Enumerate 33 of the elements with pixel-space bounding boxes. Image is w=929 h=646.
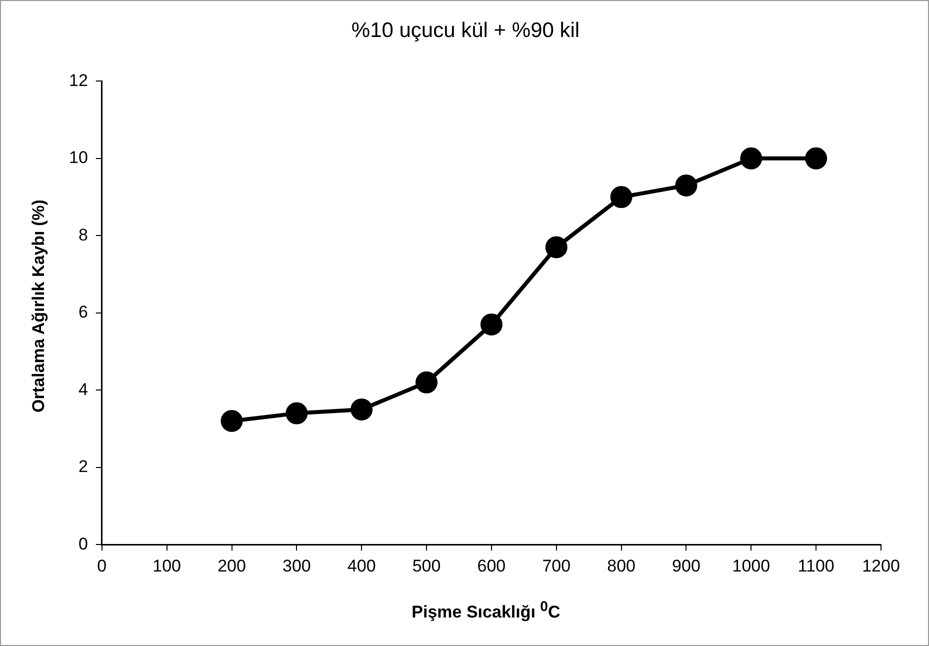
y-tick-label: 2 <box>78 457 88 476</box>
x-tick-label: 600 <box>477 556 506 576</box>
x-tick-label: 100 <box>152 556 182 576</box>
y-axis-title: Ortalama Ağırlık Kaybı (%) <box>29 200 49 412</box>
x-tick-label: 200 <box>218 556 246 576</box>
x-tick-label: 300 <box>282 556 311 576</box>
x-tick-label: 0 <box>97 556 107 576</box>
x-tick-label: 1000 <box>732 556 770 576</box>
point <box>740 147 762 170</box>
point <box>610 186 632 208</box>
point <box>286 402 308 424</box>
y-tick-label: 12 <box>68 70 88 90</box>
x-tick-label: 1100 <box>798 556 834 576</box>
y-tick-label: 8 <box>78 225 88 244</box>
x-tick-label: 700 <box>542 556 571 576</box>
x-tick-label: 400 <box>347 556 376 576</box>
point <box>416 371 438 394</box>
y-tick-label: 6 <box>78 302 88 322</box>
point <box>545 236 568 258</box>
point <box>220 410 243 432</box>
point <box>805 147 828 170</box>
y-tick-label: 0 <box>78 534 88 554</box>
point <box>480 313 502 336</box>
x-tick-label: 900 <box>672 556 700 576</box>
point <box>350 398 373 420</box>
x-axis-title: Pişme Sıcaklığı $^{0}$C <box>410 599 562 623</box>
point <box>675 174 698 196</box>
y-tick-label: 10 <box>68 148 88 168</box>
chart-title: %10 uçucu kül + %90 kil <box>350 19 581 43</box>
x-tick-label: 800 <box>607 556 636 576</box>
x-tick-label: 1200 <box>862 556 900 576</box>
x-tick-label: 500 <box>412 556 441 576</box>
y-tick-label: 4 <box>78 380 88 399</box>
